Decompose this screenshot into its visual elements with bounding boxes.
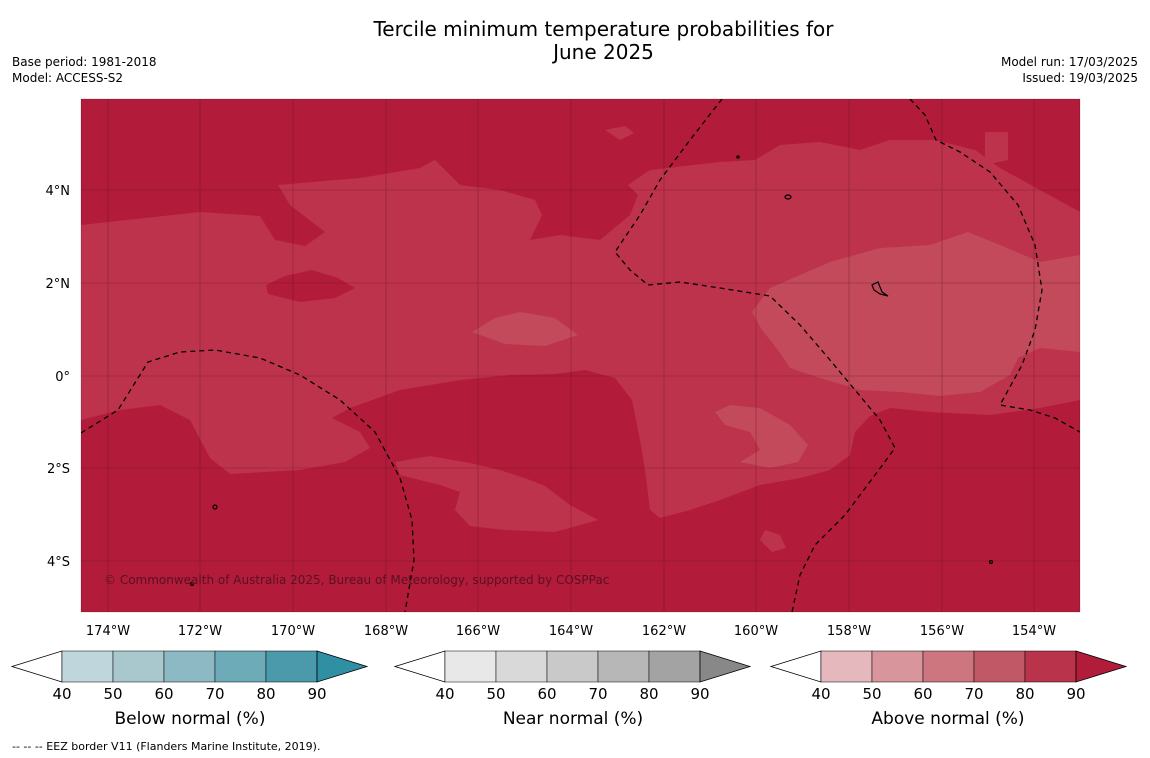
colorbar-segment (546, 650, 599, 683)
colorbar-tick-label: 50 (862, 685, 881, 703)
colorbar-segment (1024, 650, 1077, 683)
colorbar-segment (444, 650, 497, 683)
colorbar-tick-label: 40 (811, 685, 830, 703)
colorbar-segment (265, 650, 318, 683)
lon-label: 160°W (734, 624, 778, 639)
colorbar-segment (112, 650, 165, 683)
lon-label: 168°W (364, 624, 408, 639)
colorbar-tick-label: 80 (639, 685, 658, 703)
colorbar-tick-label: 40 (52, 685, 71, 703)
mid-probability-patch-north (605, 126, 634, 140)
colorbar-segment (973, 650, 1026, 683)
mid-probability-region-south (395, 456, 598, 532)
lower-probability-region-southeast (715, 405, 808, 468)
colorbar-segment (495, 650, 548, 683)
near-normal-label: Near normal (%) (502, 709, 644, 729)
high-probability-patch (266, 270, 355, 302)
copyright-notice: © Commonwealth of Australia 2025, Bureau… (104, 573, 609, 587)
lat-label: 4°S (47, 555, 70, 570)
title-line-1: Tercile minimum temperature probabilitie… (373, 17, 834, 41)
lon-label: 170°W (271, 624, 315, 639)
lon-label: 174°W (86, 624, 130, 639)
colorbar-tick-label: 50 (103, 685, 122, 703)
colorbar-segment (871, 650, 924, 683)
model-run: Model run: 17/03/2025 (1000, 55, 1138, 69)
lon-label: 164°W (549, 624, 593, 639)
colorbar-segment (214, 650, 267, 683)
latitude-labels: 4°N 2°N 0° 2°S 4°S (46, 184, 71, 570)
mid-probability-region (81, 140, 1080, 518)
colorbar-tick-label: 80 (256, 685, 275, 703)
colorbar-extend-high (316, 650, 369, 683)
colorbar-segment (163, 650, 216, 683)
lower-probability-region (752, 232, 1080, 396)
metadata-left: Base period: 1981-2018 Model: ACCESS-S2 (12, 54, 157, 86)
lon-label: 166°W (456, 624, 500, 639)
colorbar-tick-label: 60 (154, 685, 173, 703)
colorbar-tick-label: 70 (588, 685, 607, 703)
colorbar-extend-low (10, 650, 63, 683)
colorbar-segment (922, 650, 975, 683)
eez-borders (81, 99, 1080, 612)
chart-title: Tercile minimum temperature probabilitie… (0, 18, 1150, 64)
colorbar: 40 50 60 70 80 90 (393, 650, 752, 703)
colorbar-extend-low (769, 650, 822, 683)
lon-label: 154°W (1012, 624, 1056, 639)
longitude-labels: 174°W 172°W 170°W 168°W 166°W 164°W 162°… (86, 624, 1056, 639)
metadata-right: Model run: 17/03/2025 Issued: 19/03/2025 (1001, 54, 1138, 86)
colorbar-tick-label: 50 (486, 685, 505, 703)
lon-label: 156°W (920, 624, 964, 639)
colorbar: 40 50 60 70 80 90 (769, 650, 1128, 703)
colorbar-tick-label: 40 (435, 685, 454, 703)
issued-date: Issued: 19/03/2025 (1022, 71, 1138, 85)
colorbar-segment (61, 650, 114, 683)
colorbar-extend-low (393, 650, 446, 683)
colorbar-extend-high (699, 650, 752, 683)
islands (189, 155, 994, 587)
colorbar-tick-label: 60 (913, 685, 932, 703)
colorbar-tick-label: 80 (1015, 685, 1034, 703)
colorbars: 40 50 60 70 80 90 40 50 60 70 80 90 40 50 60 70 80 90 (10, 650, 1128, 703)
footer-note: -- -- -- EEZ border V11 (Flanders Marine… (12, 740, 321, 753)
colorbar-tick-label: 90 (1066, 685, 1085, 703)
colorbar: 40 50 60 70 80 90 (10, 650, 369, 703)
colorbar-tick-label: 70 (205, 685, 224, 703)
lat-label: 4°N (46, 184, 71, 199)
title-line-2: June 2025 (553, 40, 654, 64)
lat-label: 2°N (46, 277, 71, 292)
lon-label: 158°W (827, 624, 871, 639)
lower-probability-region-center (472, 312, 578, 346)
colorbar-tick-label: 90 (307, 685, 326, 703)
colorbar-tick-label: 60 (537, 685, 556, 703)
map-frame (80, 98, 1081, 613)
lat-label: 0° (55, 370, 70, 385)
colorbar-segment (597, 650, 650, 683)
colorbar-tick-label: 90 (690, 685, 709, 703)
colorbar-segment (648, 650, 701, 683)
map-field (81, 99, 1080, 612)
mid-probability-patch-east (760, 530, 786, 552)
lat-label: 2°S (47, 462, 70, 477)
lon-label: 172°W (178, 624, 222, 639)
colorbar-tick-label: 70 (964, 685, 983, 703)
below-normal-label: Below normal (%) (114, 709, 266, 729)
mid-probability-patch-northeast (985, 132, 1008, 165)
above-normal-label: Above normal (%) (871, 709, 1025, 729)
colorbar-extend-high (1075, 650, 1128, 683)
model-name: Model: ACCESS-S2 (12, 71, 124, 85)
colorbar-segment (820, 650, 873, 683)
graticule (81, 99, 1080, 612)
lon-label: 162°W (642, 624, 686, 639)
base-period: Base period: 1981-2018 (12, 55, 157, 69)
